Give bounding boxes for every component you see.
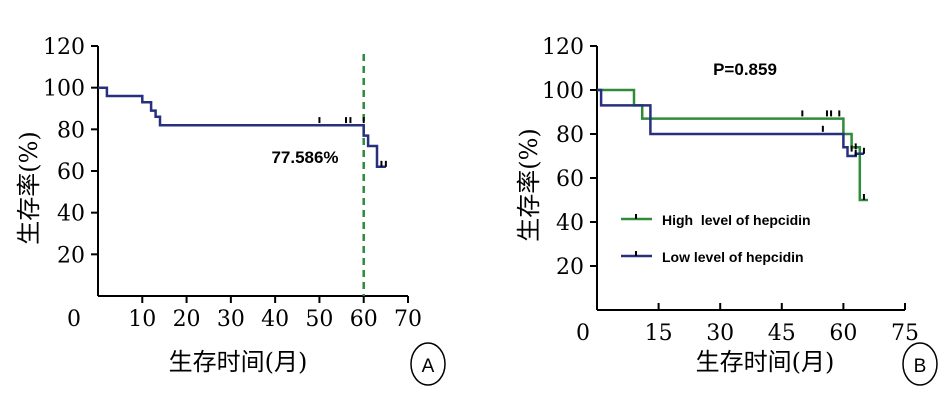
x-tick-label: 30 — [217, 307, 245, 332]
y-tick-label: 60 — [57, 160, 85, 185]
y-tick-label: 80 — [57, 118, 85, 143]
x-tick-label: 0 — [576, 321, 590, 346]
x-tick-label: 60 — [829, 321, 857, 346]
x-tick-label: 10 — [128, 307, 156, 332]
legend-label-high: High level of hepcidin — [662, 212, 811, 228]
x-tick-label: 40 — [261, 307, 289, 332]
y-tick-label: 40 — [57, 202, 85, 227]
panel-a-x-tick-label-origin: 0 — [67, 307, 81, 332]
x-tick-label: 30 — [706, 321, 734, 346]
x-tick-label: 45 — [768, 321, 796, 346]
panel-b-label-circle — [902, 342, 938, 386]
y-tick-label: 60 — [556, 167, 584, 192]
panel-a-label-circle — [410, 342, 446, 386]
x-tick-label: 60 — [350, 307, 378, 332]
panel-a-x-label: 生存时间(月) — [169, 348, 308, 376]
panel-a-series — [98, 86, 387, 169]
y-tick-label: 120 — [542, 35, 584, 60]
y-tick-label: 80 — [556, 123, 584, 148]
panel-b-x-label: 生存时间(月) — [696, 348, 835, 376]
survival-curve-1 — [597, 88, 864, 158]
panel-a-label: A — [422, 356, 435, 377]
x-tick-label: 15 — [645, 321, 673, 346]
panel-b: 20 40 60 80 100 120 0 15 30 45 60 75 P=0.859 High … — [515, 35, 938, 386]
panel-b-title: P=0.859 — [713, 60, 777, 79]
x-tick-label: 20 — [173, 307, 201, 332]
panel-b-x-ticks: 0 15 30 45 60 75 — [576, 303, 919, 346]
panel-a-y-ticks: 20 40 60 80 100 120 — [43, 35, 98, 268]
panel-b-legend: High level of hepcidin Low level of hepc… — [621, 212, 811, 265]
y-tick-label: 120 — [43, 35, 85, 60]
survival-curve-0 — [98, 86, 386, 169]
y-tick-label: 20 — [556, 255, 584, 280]
legend-label-low: Low level of hepcidin — [662, 249, 804, 265]
x-tick-label: 75 — [891, 321, 919, 346]
panel-b-y-ticks: 20 40 60 80 100 120 — [542, 35, 597, 280]
panel-b-y-label: 生存率(%) — [515, 128, 543, 242]
y-tick-label: 40 — [556, 211, 584, 236]
panel-b-series — [597, 88, 868, 202]
panel-a-x-ticks: 10 20 30 40 50 60 70 — [128, 296, 422, 332]
x-tick-label: 50 — [305, 307, 333, 332]
survival-curve-0 — [597, 88, 868, 202]
panel-a-y-label: 生存率(%) — [15, 131, 43, 245]
y-tick-label: 100 — [43, 77, 85, 102]
x-tick-label: 70 — [394, 307, 422, 332]
panel-a-annotation-label: 77.586% — [271, 148, 338, 167]
panel-b-label: B — [914, 356, 927, 377]
y-tick-label: 20 — [57, 243, 85, 268]
y-tick-label: 100 — [542, 79, 584, 104]
